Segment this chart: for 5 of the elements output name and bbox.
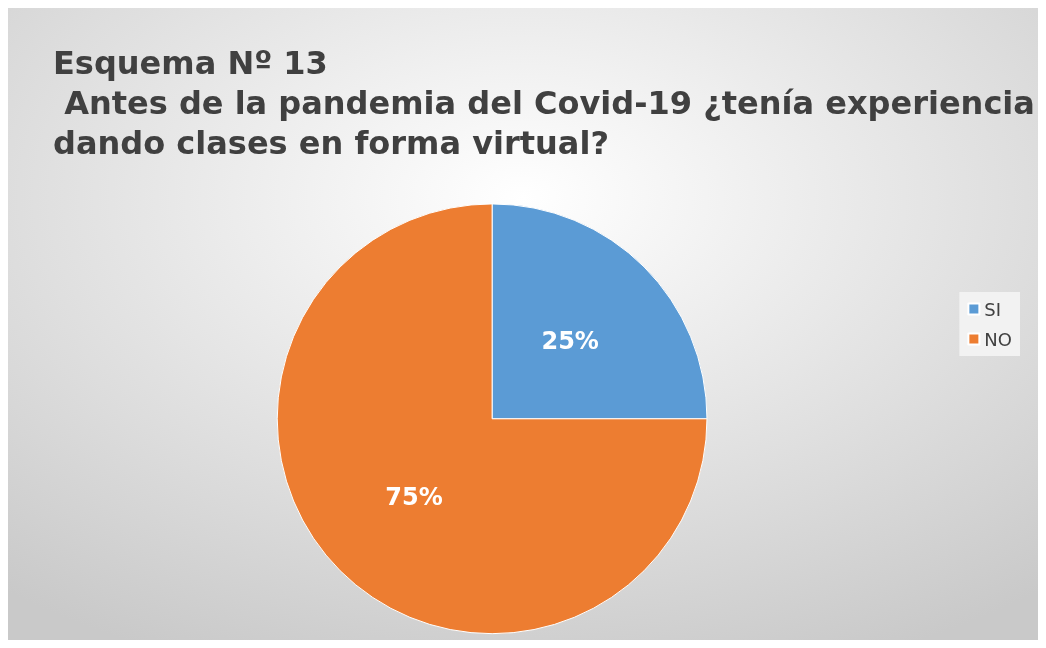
legend-label: SI (984, 298, 1002, 320)
legend-label: NO (984, 328, 1013, 350)
chart-title: Esquema Nº 13 Antes de la pandemia del Covid-19 ¿tenía experiencia dando clases en forma virtual? (53, 44, 1035, 162)
data-label: 25% (541, 326, 599, 355)
data-label: 75% (385, 482, 443, 511)
